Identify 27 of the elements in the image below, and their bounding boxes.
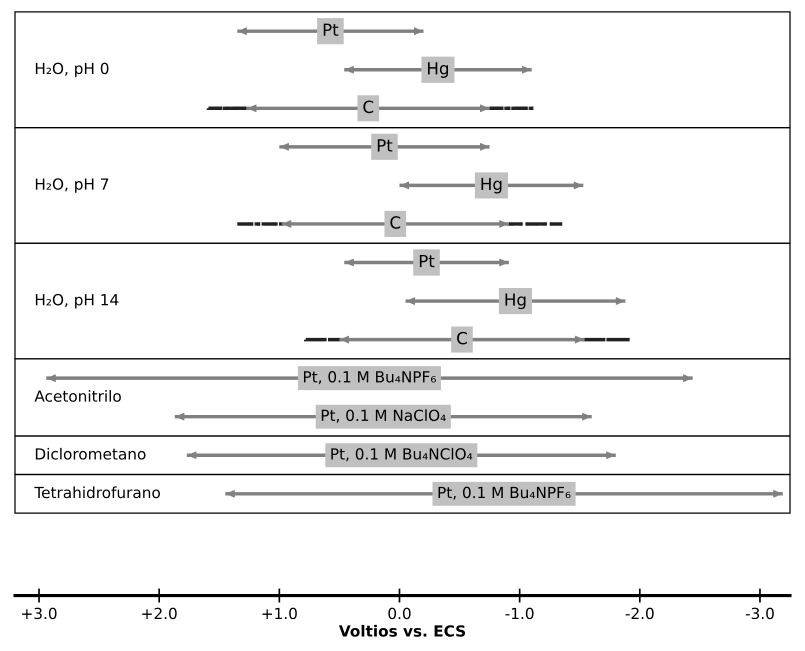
x-tick-label: +1.0 (262, 608, 297, 620)
annotation: Tetrahidrofurano (34, 486, 160, 498)
x-tick-label: +2.0 (142, 608, 177, 620)
annotation: H₂O, pH 14 (36, 294, 118, 308)
y-tick-label: Pt, 0.1 M Bu₄NPF₆ (304, 371, 436, 384)
x-tick-label: 0.0 (388, 608, 411, 620)
y-tick-label: C (457, 332, 467, 344)
annotation: H₂O, pH 7 (36, 178, 108, 193)
y-tick-label: Hg (506, 294, 526, 310)
y-tick-label: Pt (324, 24, 338, 36)
x-axis-title: Voltios vs. ECS (338, 624, 466, 637)
y-tick-label: C (390, 216, 400, 229)
y-tick-label: C (363, 100, 374, 114)
y-tick-label: Hg (481, 178, 502, 194)
y-tick-label: Pt, 0.1 M Bu₄NPF₆ (438, 486, 571, 500)
y-tick-label: Pt, 0.1 M Bu₄NClO₄ (331, 448, 472, 462)
x-tick-label: +3.0 (22, 608, 57, 620)
annotation: Acetonitrilo (34, 390, 121, 402)
x-tick-label: -2.0 (626, 608, 654, 620)
annotation: Diclorometano (36, 448, 146, 460)
y-tick-label: Pt (378, 139, 392, 152)
y-tick-label: Hg (428, 62, 448, 78)
x-tick-label: -1.0 (505, 608, 534, 620)
y-tick-label: Pt, 0.1 M NaClO₄ (322, 409, 446, 423)
x-tick-label: -3.0 (746, 608, 774, 620)
annotation: H₂O, pH 0 (36, 62, 108, 78)
y-tick-label: Pt (420, 254, 434, 268)
